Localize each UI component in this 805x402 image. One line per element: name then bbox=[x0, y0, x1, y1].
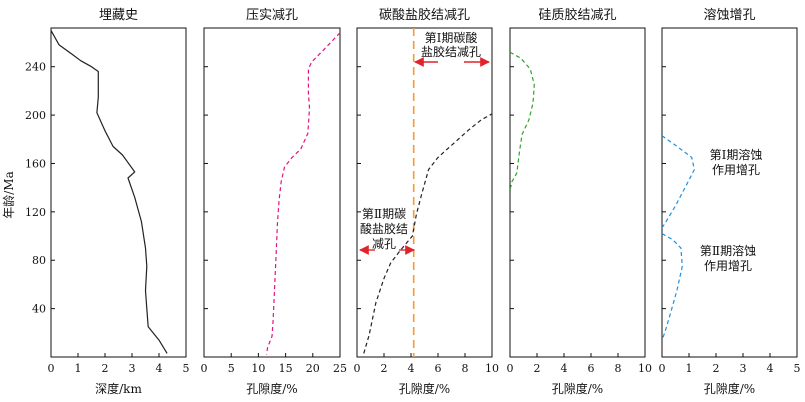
annotation-dissolution-stage-2-line-2: 作用增孔 bbox=[704, 259, 752, 273]
x-tick-label-compaction: 15 bbox=[279, 362, 293, 375]
annotation-dissolution-stage-1-line-1: 第Ⅰ期溶蚀 bbox=[710, 147, 763, 162]
series-line-compaction-1 bbox=[266, 32, 341, 355]
panel-title-silica: 硅质胶结减孔 bbox=[538, 7, 616, 23]
y-tick-label: 240 bbox=[25, 61, 46, 74]
x-tick-label-burial: 3 bbox=[129, 362, 136, 375]
y-axis-label: 年龄/Ma bbox=[2, 171, 16, 219]
x-tick-label-burial: 4 bbox=[156, 362, 163, 375]
x-tick-label-dissolution: 4 bbox=[767, 362, 774, 375]
panel-frame-dissolution bbox=[661, 27, 798, 358]
x-tick-label-compaction: 10 bbox=[251, 362, 265, 375]
x-tick-label-burial: 0 bbox=[48, 362, 55, 375]
annotation-layer: 第Ⅰ期碳酸 盐胶结减孔 第Ⅱ期碳 酸盐胶结 减孔 第Ⅰ期溶蚀 作用增孔 第Ⅱ期溶… bbox=[359, 30, 763, 273]
panel-frame-silica bbox=[509, 27, 646, 358]
x-tick-label-dissolution: 1 bbox=[686, 362, 693, 375]
x-tick-label-silica: 10 bbox=[638, 362, 652, 375]
y-tick-label: 40 bbox=[32, 303, 46, 316]
panel-carbonate: 碳酸盐胶结减孔 0 2 4 6 8 10 孔隙度/% bbox=[354, 7, 500, 396]
annotation-carbonate-stage-2-line-3: 减孔 bbox=[372, 237, 396, 251]
x-tick-label-silica: 8 bbox=[615, 362, 622, 375]
annotation-dissolution-stage-1-line-2: 作用增孔 bbox=[712, 163, 760, 177]
panel-dissolution: 溶蚀增孔 0 1 2 3 4 5 孔隙度/% bbox=[659, 8, 801, 396]
annotation-carbonate-stage-1-line-1: 第Ⅰ期碳酸 bbox=[425, 30, 478, 45]
x-tick-label-burial: 1 bbox=[75, 362, 82, 375]
x-tick-label-compaction: 5 bbox=[228, 362, 235, 375]
y-tick-label: 160 bbox=[25, 157, 46, 170]
x-axis-label-dissolution: 孔隙度/% bbox=[704, 381, 755, 396]
series-line-burial-1 bbox=[50, 30, 168, 354]
x-tick-label-carbonate: 4 bbox=[408, 362, 415, 375]
annotation-carbonate-stage-2-line-2: 酸盐胶结 bbox=[360, 221, 408, 236]
x-tick-label-compaction: 20 bbox=[306, 362, 320, 375]
y-tick-label: 80 bbox=[32, 254, 46, 267]
panel-title-carbonate: 碳酸盐胶结减孔 bbox=[379, 7, 470, 23]
x-axis-label-silica: 孔隙度/% bbox=[552, 381, 603, 396]
panel-title-burial: 埋藏史 bbox=[99, 8, 138, 23]
series-line-silica-1 bbox=[509, 51, 535, 191]
panel-title-dissolution: 溶蚀增孔 bbox=[703, 8, 755, 23]
panel-frame-compaction bbox=[203, 27, 341, 358]
x-tick-label-carbonate: 2 bbox=[381, 362, 388, 375]
x-axis-label-carbonate: 孔隙度/% bbox=[399, 381, 450, 396]
x-tick-label-dissolution: 3 bbox=[740, 362, 747, 375]
y-tick-label: 200 bbox=[25, 109, 46, 122]
x-tick-label-burial: 5 bbox=[183, 362, 190, 375]
x-tick-label-carbonate: 6 bbox=[435, 362, 442, 375]
series-line-carbonate-1 bbox=[363, 113, 493, 354]
annotation-carbonate-stage-1-line-2: 盐胶结减孔 bbox=[421, 44, 481, 59]
x-tick-label-compaction: 25 bbox=[333, 362, 347, 375]
x-tick-label-silica: 6 bbox=[588, 362, 595, 375]
x-tick-label-burial: 2 bbox=[102, 362, 109, 375]
x-tick-label-carbonate: 8 bbox=[462, 362, 469, 375]
x-axis-label-compaction: 孔隙度/% bbox=[246, 381, 297, 396]
annotation-dissolution-stage-2-line-1: 第Ⅱ期溶蚀 bbox=[700, 243, 756, 258]
series-line-dissolution-2 bbox=[661, 233, 683, 341]
panel-frame-burial bbox=[50, 27, 187, 358]
x-tick-label-dissolution: 2 bbox=[713, 362, 720, 375]
panel-title-compaction: 压实减孔 bbox=[246, 8, 298, 23]
x-tick-label-dissolution: 0 bbox=[659, 362, 666, 375]
x-tick-label-compaction: 0 bbox=[201, 362, 208, 375]
x-tick-label-carbonate: 10 bbox=[485, 362, 499, 375]
x-tick-label-dissolution: 5 bbox=[794, 362, 801, 375]
series-line-dissolution-1 bbox=[661, 135, 695, 228]
panel-frame-carbonate bbox=[356, 27, 493, 358]
x-tick-label-silica: 0 bbox=[507, 362, 514, 375]
y-tick-label: 120 bbox=[25, 206, 46, 219]
panel-silica: 硅质胶结减孔 0 2 4 6 8 10 孔隙度/% bbox=[507, 7, 653, 396]
panel-compaction: 压实减孔 0 5 10 15 20 25 孔隙度/% bbox=[201, 8, 348, 396]
panel-burial: 埋藏史 0 1 2 3 4 5 深度/km 40 80 120 160 200 240 bbox=[25, 8, 190, 396]
x-tick-label-carbonate: 0 bbox=[354, 362, 361, 375]
x-axis-label-burial: 深度/km bbox=[95, 381, 142, 396]
x-tick-label-silica: 2 bbox=[534, 362, 541, 375]
x-tick-label-silica: 4 bbox=[561, 362, 568, 375]
annotation-carbonate-stage-2-line-1: 第Ⅱ期碳 bbox=[362, 207, 406, 221]
